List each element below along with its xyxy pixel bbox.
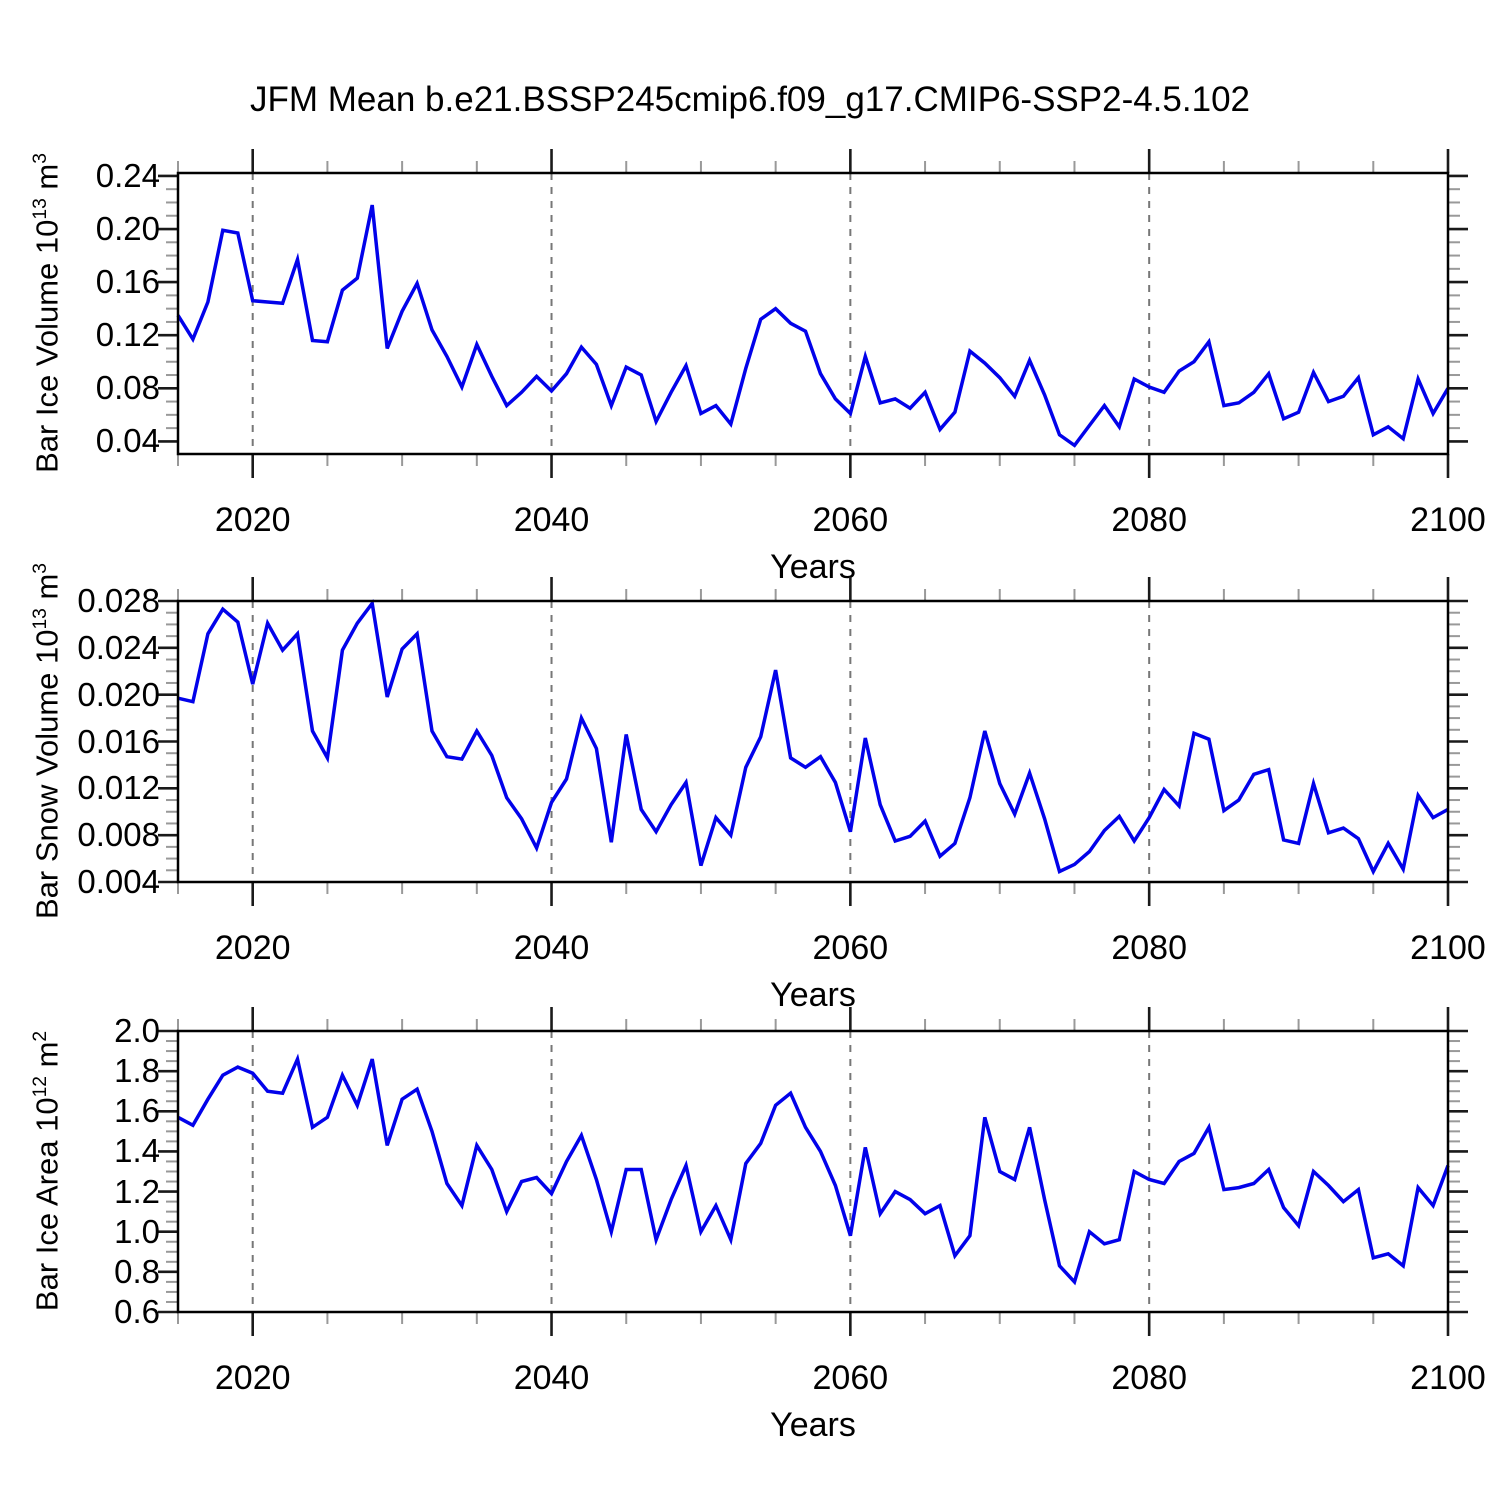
y-axis-label-exponent: 13 [30, 198, 51, 220]
y-axis-label-text: Bar Snow Volume 10 [29, 629, 65, 920]
y-tick-label: 0.008 [77, 816, 160, 854]
x-tick-label: 2100 [1410, 929, 1486, 967]
y-tick-label: 0.020 [77, 675, 160, 713]
y-tick-label: 0.016 [77, 722, 160, 760]
x-tick-label: 2020 [214, 1359, 291, 1397]
y-axis-label-text: Bar Ice Volume 10 [29, 219, 65, 473]
x-tick-label: 2020 [214, 501, 291, 539]
major-ticks [158, 1007, 1468, 1336]
x-tick-label: 2100 [1410, 1359, 1486, 1397]
page-title: JFM Mean b.e21.BSSP245cmip6.f09_g17.CMIP… [250, 80, 1250, 119]
y-axis-label-exponent: 13 [30, 608, 51, 630]
y-axis-label-text: Bar Ice Area 10 [29, 1097, 65, 1312]
x-tick-label: 2040 [513, 929, 590, 967]
major-ticks [158, 577, 1468, 906]
x-tick-label: 2040 [513, 1359, 590, 1397]
minor-ticks [166, 161, 1460, 466]
y-tick-label: 0.012 [77, 769, 160, 807]
y-axis-label-unit: m [29, 163, 65, 199]
y-tick-label: 2.0 [114, 1012, 160, 1049]
y-tick-label: 0.004 [77, 863, 160, 900]
y-axis-label: Bar Ice Area 1012 m2 [19, 871, 65, 1471]
x-tick-label: 2080 [1111, 1359, 1187, 1397]
y-axis-label-unit: m [29, 1041, 65, 1077]
y-tick-label: 1.0 [114, 1212, 160, 1250]
x-axis-label: Years [770, 548, 856, 586]
y-tick-label: 1.8 [114, 1052, 160, 1090]
y-tick-label: 0.024 [77, 628, 160, 666]
gridlines [251, 601, 1151, 882]
data-line-bar-snow-volume [177, 598, 1449, 876]
gridlines [251, 173, 1151, 454]
x-tick-label: 2040 [513, 501, 590, 539]
plot-border [176, 599, 1450, 884]
x-tick-label: 2100 [1410, 501, 1486, 539]
x-tick-label: 2060 [812, 501, 889, 539]
x-tick-label: 2020 [214, 929, 291, 967]
y-axis-label-unit-exponent: 2 [30, 1030, 51, 1042]
minor-ticks [166, 1019, 1460, 1324]
y-tick-label: 1.6 [114, 1092, 160, 1130]
y-tick-label: 0.24 [95, 156, 160, 194]
y-tick-label: 0.12 [95, 316, 160, 354]
x-tick-label: 2060 [812, 1359, 889, 1397]
y-axis-label-unit-exponent: 3 [30, 563, 51, 574]
y-tick-label: 0.8 [114, 1252, 160, 1290]
x-tick-label: 2060 [812, 929, 889, 967]
y-tick-label: 0.16 [95, 263, 160, 301]
y-tick-label: 0.028 [77, 582, 160, 619]
y-axis-label: Bar Snow Volume 1013 m3 [19, 441, 65, 1041]
y-tick-label: 0.20 [95, 210, 160, 247]
x-axis-label: Years [770, 1406, 856, 1444]
y-axis-label-unit: m [29, 573, 65, 609]
major-ticks [158, 149, 1468, 478]
plot-border [176, 1029, 1450, 1314]
plot-border [176, 171, 1450, 456]
minor-ticks [166, 589, 1460, 894]
x-axis-label: Years [770, 976, 856, 1014]
y-tick-label: 1.4 [114, 1132, 160, 1170]
y-axis-label-exponent: 12 [30, 1076, 51, 1098]
y-tick-label: 1.2 [114, 1172, 160, 1210]
y-tick-label: 0.08 [95, 369, 160, 407]
data-line-bar-ice-area [177, 1053, 1450, 1286]
x-tick-label: 2080 [1111, 929, 1187, 967]
x-tick-label: 2080 [1111, 501, 1187, 539]
y-axis-label-unit-exponent: 3 [30, 153, 51, 164]
y-tick-label: 0.04 [95, 422, 160, 460]
data-line-bar-ice-volume [176, 204, 1450, 448]
gridlines [251, 1031, 1151, 1312]
y-tick-label: 0.6 [114, 1293, 160, 1330]
